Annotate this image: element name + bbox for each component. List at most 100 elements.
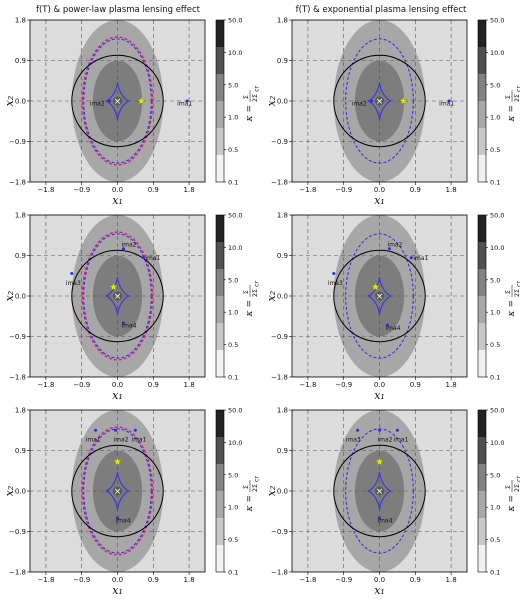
colorbar-tick-label: 1.0 bbox=[228, 504, 238, 512]
colorbar-kappa: κ = bbox=[245, 105, 255, 122]
y-tick-label: −1.8 bbox=[9, 569, 26, 577]
image-label: ima1 bbox=[413, 255, 428, 262]
colorbar-segment bbox=[216, 296, 224, 323]
y-tick-label: 0.0 bbox=[15, 488, 26, 496]
image-point bbox=[332, 272, 336, 275]
image-label: ima2 bbox=[114, 437, 129, 444]
colorbar-denominator: 2Σ bbox=[513, 484, 520, 492]
colorbar-label: κ = Σ 2Σ cr bbox=[504, 85, 520, 122]
x-axis-label: x₁ bbox=[112, 389, 123, 402]
y-axis-label: x₂ bbox=[3, 96, 16, 107]
image-point bbox=[378, 516, 381, 520]
x-axis-label: x₁ bbox=[112, 584, 123, 597]
colorbar-segment bbox=[478, 491, 486, 518]
colorbar-label: κ = Σ 2Σ cr bbox=[242, 85, 261, 122]
y-tick-label: −1.8 bbox=[9, 374, 26, 382]
y-tick-label: 1.8 bbox=[277, 212, 288, 220]
colorbar-label: κ = Σ 2Σ cr bbox=[504, 280, 520, 317]
colorbar-denominator: 2Σ bbox=[513, 94, 520, 102]
colorbar-numerator: Σ bbox=[242, 290, 250, 294]
colorbar-segment bbox=[216, 464, 224, 491]
colorbar-segment bbox=[478, 155, 486, 182]
y-tick-label: −0.9 bbox=[9, 138, 26, 146]
einstein-circle bbox=[333, 54, 426, 148]
colorbar-segment bbox=[478, 464, 486, 491]
y-tick-label: −0.9 bbox=[271, 528, 288, 536]
image-label: ima3 bbox=[328, 280, 343, 287]
y-tick-label: 0.0 bbox=[277, 293, 288, 301]
x-tick-label: 0.9 bbox=[148, 186, 159, 194]
image-label: ima4 bbox=[378, 518, 393, 525]
colorbar-segment bbox=[478, 74, 486, 101]
colorbar-denominator: 2Σ bbox=[251, 484, 259, 492]
critical-curve-blue bbox=[83, 233, 152, 359]
x-axis-label: x₁ bbox=[374, 584, 385, 597]
source-star bbox=[113, 457, 122, 466]
caustic-curve bbox=[105, 277, 130, 315]
colorbar-tick-label: 0.5 bbox=[490, 536, 500, 544]
colorbar-tick-label: 0.5 bbox=[490, 341, 500, 349]
x-tick-label: −1.8 bbox=[37, 186, 54, 194]
colorbar-segment bbox=[216, 242, 224, 269]
colorbar-segment bbox=[478, 101, 486, 128]
caustic-curve bbox=[367, 277, 392, 315]
lens-panel: × ima1 ima2 −1.8 −1.8 −0.9 −0.9 0.0 0.0 0.9 0.9 1.8… bbox=[265, 17, 520, 208]
colorbar-denominator-sub: cr bbox=[253, 85, 261, 92]
colorbar-denominator-sub: cr bbox=[515, 280, 520, 287]
y-tick-label: 0.9 bbox=[15, 252, 26, 260]
image-point bbox=[141, 256, 145, 260]
einstein-circle bbox=[71, 54, 164, 148]
colorbar-frame bbox=[215, 214, 225, 378]
panel-grid: × ima1ima2−1.8−1.8−0.9−0.90.00.00.90.91.8… bbox=[3, 17, 520, 598]
x-tick-label: 1.8 bbox=[184, 381, 195, 389]
source-star bbox=[109, 282, 118, 291]
image-point bbox=[185, 99, 189, 103]
colorbar-segment bbox=[216, 128, 224, 155]
image-point bbox=[108, 99, 112, 103]
colorbar-segment bbox=[478, 215, 486, 242]
colorbar-denominator: 2Σ bbox=[251, 289, 259, 297]
x-tick-label: 1.8 bbox=[446, 381, 457, 389]
colorbar-numerator: Σ bbox=[242, 485, 250, 489]
colorbar-tick-label: 0.1 bbox=[228, 569, 238, 577]
column-title-exponential: f(T) & exponential plasma lensing effect bbox=[296, 5, 467, 15]
y-tick-label: −0.9 bbox=[271, 138, 288, 146]
colorbar-numerator: Σ bbox=[504, 290, 512, 294]
colorbar-segment bbox=[478, 410, 486, 437]
colorbar-segment bbox=[478, 350, 486, 377]
lens-panel: × ima1 ima2 ima3 ima4 −1.8 −1.8 −0.9 −0.9 0.0 0.0 0… bbox=[265, 212, 520, 403]
x-tick-label: −0.9 bbox=[73, 381, 90, 389]
column-title-power-law: f(T) & power-law plasma lensing effect bbox=[36, 5, 201, 15]
colorbar-tick-label: 5.0 bbox=[228, 81, 238, 89]
image-label: ima1 bbox=[393, 437, 408, 444]
image-point bbox=[378, 428, 381, 432]
y-tick-label: −0.9 bbox=[271, 333, 288, 341]
image-point bbox=[133, 428, 137, 432]
lens-center-marker: × bbox=[376, 487, 384, 497]
x-tick-label: 0.0 bbox=[112, 186, 123, 194]
colorbar-segment bbox=[216, 269, 224, 296]
lens-center-marker: × bbox=[376, 97, 384, 107]
colorbar-segment bbox=[216, 215, 224, 242]
y-tick-label: 1.8 bbox=[15, 407, 26, 415]
x-tick-label: 1.8 bbox=[446, 576, 457, 584]
lens-panel: × ima1 ima2 −1.8 −1.8 −0.9 −0.9 0.0 0.0 0.9 0.9 1.8… bbox=[3, 17, 261, 208]
colorbar-numerator: Σ bbox=[504, 95, 512, 99]
colorbar-segment bbox=[478, 437, 486, 464]
image-point bbox=[70, 272, 74, 275]
colorbar-segment bbox=[216, 47, 224, 74]
plot-area: × ima1 ima2 bbox=[30, 20, 205, 182]
lens-panel: ×ima1 ima2 ima1ima4−1.8−1.8−0.9−0.90.00.00… bbox=[3, 407, 261, 598]
colorbar-tick-label: 1.0 bbox=[490, 309, 500, 317]
image-point bbox=[114, 428, 118, 432]
lens-panel: × ima3 ima2 ima1 ima4 −1.8 −1.8 −0.9 −0.9 0.0 0.0 0… bbox=[265, 407, 520, 598]
colorbar-segment bbox=[216, 410, 224, 437]
colorbar-tick-label: 10.0 bbox=[490, 244, 504, 252]
caustic-curve bbox=[367, 472, 392, 510]
y-tick-label: 1.8 bbox=[15, 212, 26, 220]
colorbar-frame bbox=[477, 19, 487, 183]
lens-center-marker: × bbox=[114, 487, 122, 497]
x-tick-label: 0.9 bbox=[148, 576, 159, 584]
colorbar-tick-label: 5.0 bbox=[490, 471, 500, 479]
